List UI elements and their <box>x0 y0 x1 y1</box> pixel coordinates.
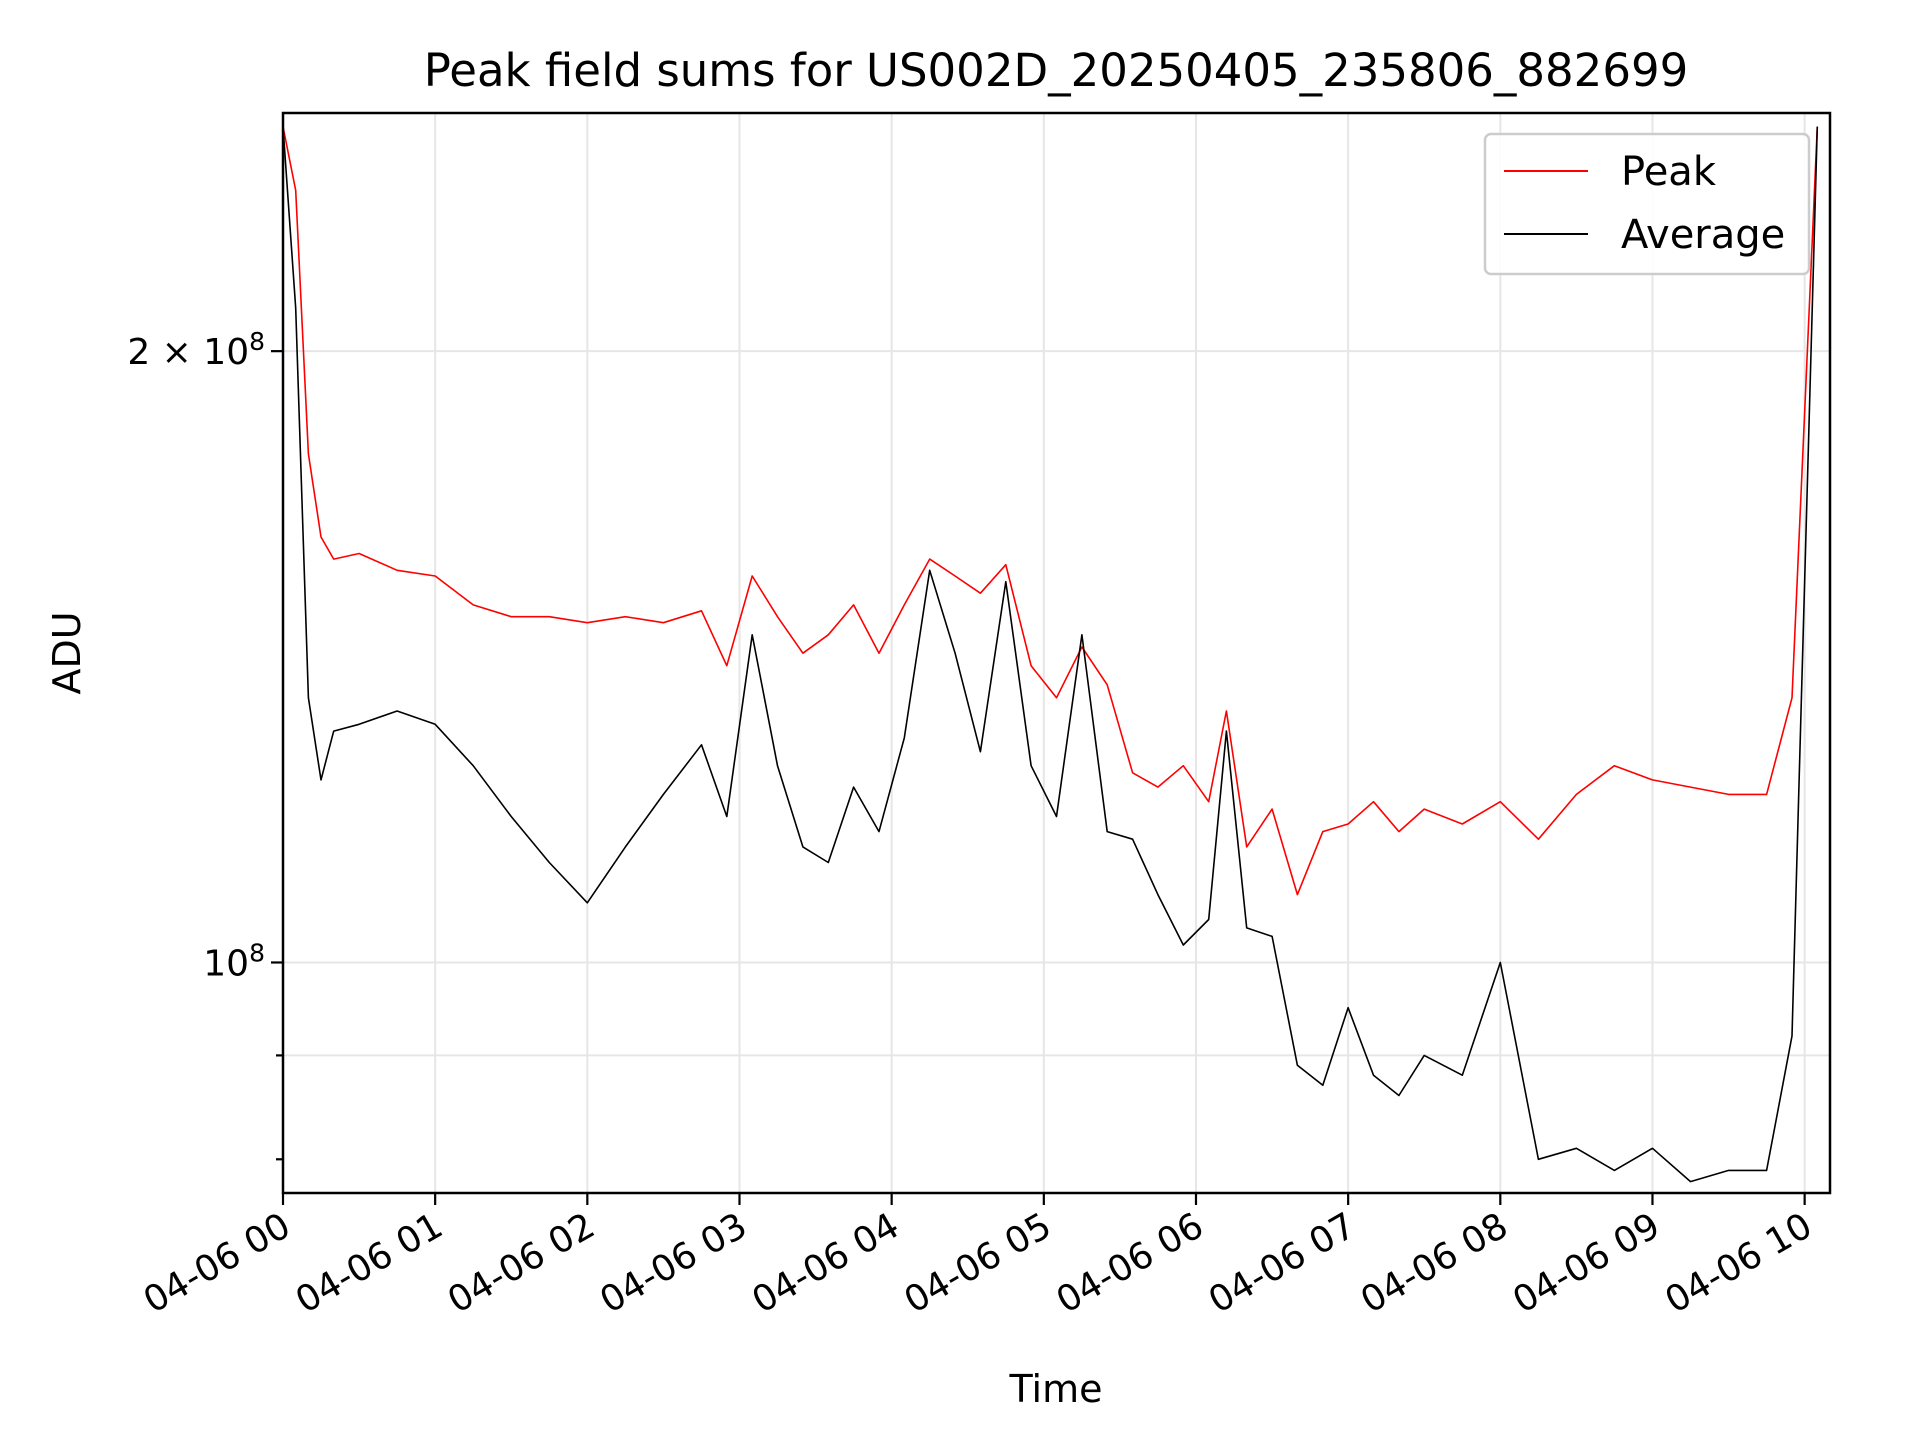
plot-area <box>283 113 1830 1193</box>
x-tick-label: 04-06 08 <box>1354 1205 1515 1321</box>
x-tick-label: 04-06 00 <box>137 1205 298 1321</box>
x-tick-label: 04-06 01 <box>289 1205 450 1321</box>
series-layer <box>283 126 1819 1183</box>
y-axis-label: ADU <box>45 611 89 694</box>
plot-frame <box>281 111 1832 1195</box>
x-tick-label: 04-06 10 <box>1658 1205 1819 1321</box>
x-tick-label: 04-06 06 <box>1050 1205 1211 1321</box>
legend-label-peak: Peak <box>1621 149 1717 195</box>
x-tick-label: 04-06 07 <box>1202 1205 1363 1321</box>
x-tick-label: 04-06 05 <box>898 1205 1059 1321</box>
x-tick-label: 04-06 09 <box>1506 1205 1667 1321</box>
y-tick-label: 2 × 108 <box>127 327 265 373</box>
y-axis-ticks: 108 2 × 108 <box>127 327 283 1161</box>
legend: Peak Average <box>1483 132 1811 276</box>
x-tick-label: 04-06 02 <box>441 1205 602 1321</box>
series-line-average <box>283 126 1819 1183</box>
y-tick-label: 108 <box>203 938 265 984</box>
x-axis-label: Time <box>1009 1367 1103 1411</box>
x-tick-label: 04-06 04 <box>745 1205 906 1321</box>
series-line-peak <box>283 126 1819 896</box>
legend-box <box>1483 132 1811 276</box>
legend-label-average: Average <box>1621 212 1785 258</box>
x-tick-label: 04-06 03 <box>593 1205 754 1321</box>
gridlines <box>282 113 1830 1193</box>
chart-title: Peak field sums for US002D_20250405_2358… <box>424 44 1688 97</box>
